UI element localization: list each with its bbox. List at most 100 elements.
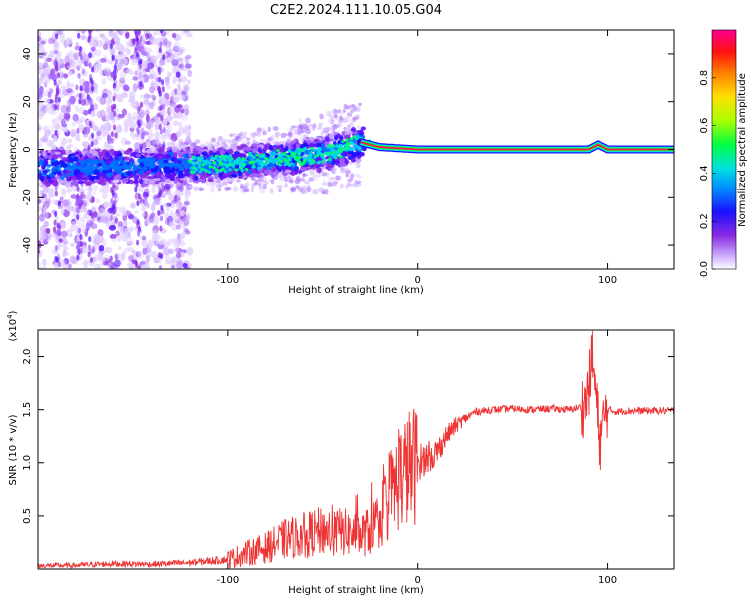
heatmap-cell xyxy=(145,141,151,147)
heatmap-cell xyxy=(148,128,153,133)
heatmap-cell xyxy=(80,162,86,166)
heatmap-cell xyxy=(252,147,258,154)
y-tick-label: 1.0 xyxy=(22,455,33,471)
heatmap-cell xyxy=(66,105,71,113)
heatmap-cell xyxy=(89,257,94,264)
heatmap-cell xyxy=(297,151,302,155)
heatmap-cell xyxy=(51,73,58,82)
heatmap-cell xyxy=(335,133,342,139)
heatmap-cell xyxy=(137,193,141,200)
heatmap-cell xyxy=(117,114,125,119)
heatmap-cell xyxy=(108,225,116,231)
heatmap-cell xyxy=(153,233,160,243)
heatmap-cell xyxy=(329,152,334,157)
heatmap-cell xyxy=(222,163,226,167)
heatmap-cell xyxy=(115,230,120,236)
heatmap-cell xyxy=(213,142,221,148)
heatmap-cell xyxy=(163,180,170,184)
heatmap-cell xyxy=(47,37,54,45)
y-tick-label: 2.0 xyxy=(22,349,33,365)
heatmap-cell xyxy=(153,166,159,173)
heatmap-cell xyxy=(175,252,182,259)
heatmap-cell xyxy=(80,98,87,106)
heatmap-cell xyxy=(124,31,130,39)
heatmap-cell xyxy=(158,76,162,83)
heatmap-cell xyxy=(160,204,164,211)
heatmap-cell xyxy=(172,152,178,159)
heatmap-cell xyxy=(185,63,192,69)
heatmap-cell xyxy=(351,106,355,110)
heatmap-cell xyxy=(38,44,45,54)
heatmap-cell xyxy=(67,144,74,149)
heatmap-cell xyxy=(347,104,353,108)
heatmap-cell xyxy=(110,197,114,204)
heatmap-cell xyxy=(283,157,287,162)
heatmap-cell xyxy=(67,70,73,77)
heatmap-cell xyxy=(243,131,248,135)
y-tick-label: 0.5 xyxy=(22,508,33,524)
heatmap-cell xyxy=(287,163,292,167)
heatmap-cell xyxy=(61,137,68,146)
heatmap-cell xyxy=(288,158,292,162)
heatmap-cell xyxy=(162,38,168,47)
heatmap-cell xyxy=(307,184,311,190)
heatmap-cell xyxy=(164,241,172,247)
heatmap-cell xyxy=(154,30,162,36)
heatmap-cell xyxy=(77,180,85,185)
heatmap-cell xyxy=(148,73,154,80)
heatmap-cell xyxy=(183,83,190,90)
heatmap-cell xyxy=(292,152,297,156)
heatmap-cell xyxy=(176,234,184,242)
heatmap-cell xyxy=(91,246,96,253)
heatmap-cell xyxy=(274,157,278,161)
heatmap-cell xyxy=(320,155,324,159)
heatmap-cell xyxy=(142,141,147,149)
heatmap-cell xyxy=(353,173,359,177)
heatmap-cell xyxy=(272,151,276,155)
heatmap-cell xyxy=(229,178,236,182)
heatmap-cell xyxy=(352,135,357,139)
heatmap-cell xyxy=(151,203,156,212)
heatmap-cell xyxy=(76,244,80,251)
heatmap-cell xyxy=(184,201,190,206)
colorbar-tick-label: 0.8 xyxy=(699,70,710,86)
heatmap-cell xyxy=(255,159,259,163)
heatmap-cell xyxy=(350,118,355,124)
heatmap-cell xyxy=(325,147,332,154)
heatmap-cell xyxy=(111,204,116,211)
heatmap-cell xyxy=(67,138,73,144)
heatmap-cell xyxy=(53,30,60,36)
heatmap-cell xyxy=(158,252,162,259)
heatmap-cell xyxy=(140,46,148,52)
heatmap-cell xyxy=(176,190,183,199)
heatmap-cell xyxy=(154,130,160,140)
heatmap-cell xyxy=(324,136,330,142)
heatmap-cell xyxy=(152,71,158,81)
heatmap-cell xyxy=(39,175,45,181)
heatmap-cell xyxy=(53,39,59,48)
heatmap-cell xyxy=(158,47,162,54)
heatmap-cell xyxy=(142,247,148,255)
heatmap-cell xyxy=(338,143,343,147)
heatmap-cell xyxy=(189,166,194,170)
heatmap-cell xyxy=(92,184,99,191)
heatmap-cell xyxy=(271,173,276,179)
heatmap-cell xyxy=(302,190,309,195)
heatmap-cell xyxy=(124,140,131,145)
heatmap-cell xyxy=(194,139,201,144)
heatmap-cell xyxy=(88,154,95,159)
heatmap-cell xyxy=(341,147,346,151)
heatmap-cell xyxy=(172,76,178,83)
heatmap-cell xyxy=(167,127,172,132)
heatmap-cell xyxy=(339,115,343,120)
heatmap-cell xyxy=(308,155,313,159)
heatmap-cell xyxy=(229,157,234,161)
heatmap-cell xyxy=(183,104,190,113)
heatmap-cell xyxy=(66,177,72,182)
snr-y-ticks: 0.5 1.0 1.5 2.0 xyxy=(22,349,674,524)
heatmap-ridge-peak xyxy=(360,142,674,150)
heatmap-cell xyxy=(62,169,69,174)
heatmap-cell xyxy=(99,175,104,182)
heatmap-cell xyxy=(350,109,354,114)
heatmap-cell xyxy=(50,151,57,156)
